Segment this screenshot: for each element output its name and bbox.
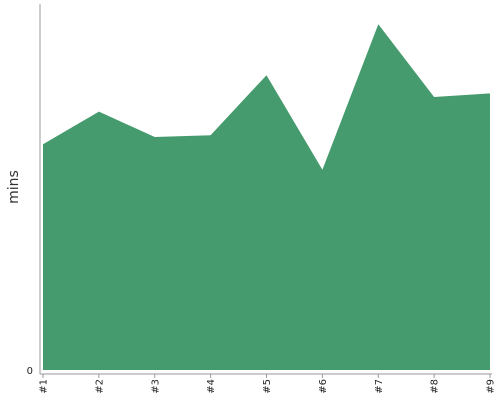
y-tick-label: 0 [27, 366, 33, 377]
x-tick-label: #6 [318, 379, 329, 394]
x-tick-label: #4 [206, 379, 217, 394]
area-series [43, 24, 490, 370]
x-tick-label: #9 [486, 379, 497, 394]
y-axis-label: mins [6, 170, 22, 204]
x-axis-ticks: #1 #2 #3 #4 #5 #6 #7 #8 #9 [39, 374, 497, 394]
x-tick-label: #1 [39, 379, 50, 394]
x-tick-label: #3 [150, 379, 161, 394]
x-tick-label: #8 [430, 379, 441, 394]
x-tick-label: #2 [94, 379, 105, 394]
x-tick-label: #5 [262, 379, 273, 394]
x-tick-label: #7 [374, 379, 385, 394]
